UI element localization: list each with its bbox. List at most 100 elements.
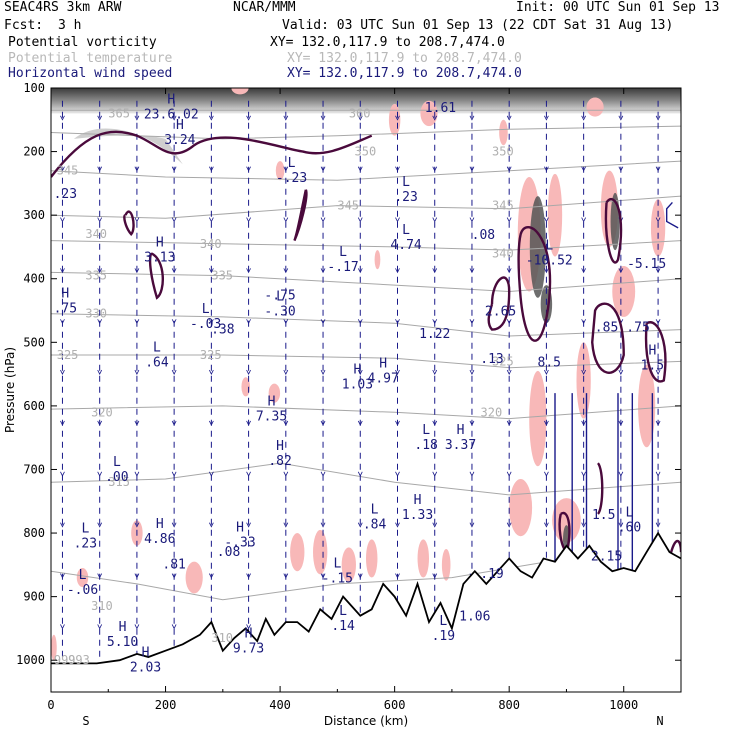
- extremum-44: L-.06: [67, 568, 98, 598]
- stratosphere-pv-band: [51, 88, 681, 114]
- extremum-type: H: [268, 394, 276, 409]
- wind-arrow: [357, 471, 363, 477]
- extremum-type: L: [339, 604, 347, 619]
- extremum-value: 2.03: [130, 661, 161, 676]
- extremum-value: -.15: [322, 572, 353, 587]
- extremum-type: H: [176, 118, 184, 133]
- extremum-45: L.14: [331, 604, 355, 634]
- org-title: NCAR/MMM: [233, 0, 296, 15]
- extremum-type: H: [142, 646, 150, 661]
- pv-contour-7: [591, 302, 625, 374]
- wind-arrow: [655, 471, 661, 477]
- wind-arrow: [171, 522, 177, 528]
- wind-arrow: [283, 369, 289, 375]
- wind-arrow: [581, 319, 586, 325]
- wind-arrow: [469, 166, 475, 172]
- plot-frame: [50, 87, 682, 693]
- extremum-18: .85: [595, 320, 618, 335]
- x-tick-label-0: 0: [47, 698, 54, 712]
- extremum-24: H4.97: [368, 356, 399, 386]
- wind-arrow: [60, 420, 65, 426]
- theta-label-11: 335: [211, 269, 233, 283]
- wind-arrow: [357, 573, 363, 579]
- wind-arrow: [283, 420, 289, 426]
- wind-arrow: [134, 369, 140, 375]
- wind-arrow: [432, 573, 438, 579]
- wind-arrow: [581, 115, 586, 121]
- wind-arrow: [209, 166, 214, 172]
- wind-arrow: [283, 319, 289, 325]
- extremum-value: 1.61: [425, 101, 456, 116]
- extremum-value: 5.10: [107, 635, 138, 650]
- pv-shade-25: [76, 568, 89, 588]
- wind-arrow: [320, 115, 326, 121]
- pv-shade-19: [366, 539, 378, 578]
- x-tick-label-800: 800: [498, 698, 520, 712]
- wind-arrow: [171, 115, 177, 121]
- theta-label-16: 320: [91, 405, 113, 419]
- theta-label-10: 335: [85, 269, 107, 283]
- wind-arrow: [60, 624, 65, 630]
- wind-arrow: [395, 217, 400, 223]
- wind-arrow: [655, 268, 661, 274]
- y-tick-label-1000: 1000: [16, 653, 45, 667]
- wind-arrow: [655, 166, 661, 172]
- theta-contour-layer: [51, 109, 681, 601]
- extremum-type: L: [439, 614, 447, 629]
- theta-contour-1: [51, 125, 681, 140]
- wind-arrow: [209, 522, 214, 528]
- extremum-type: L: [202, 302, 210, 317]
- wind-arrow: [618, 268, 624, 274]
- extremum-9: L-10.52: [526, 239, 573, 269]
- wind-arrow: [320, 420, 326, 426]
- extremum-12: H.75: [54, 286, 77, 316]
- wind-arrow: [432, 319, 438, 325]
- wind-arrow: [506, 420, 512, 426]
- extremum-value: .38: [211, 322, 234, 337]
- pv-shade-28: [586, 97, 604, 117]
- extremum-type: L: [402, 223, 410, 238]
- south-endpoint-label: S: [82, 714, 89, 728]
- extremum-13: L-.30: [264, 290, 295, 320]
- wind-arrow: [469, 115, 475, 121]
- theta-label-4: 345: [57, 164, 79, 178]
- wind-arrow: [246, 420, 251, 426]
- theta-contour-4: [51, 240, 681, 251]
- wind-arrow: [60, 522, 65, 528]
- wind-arrow: [171, 319, 177, 325]
- wind-arrow: [97, 369, 103, 375]
- wind-arrow: [246, 573, 251, 579]
- extremum-19: .75: [626, 320, 649, 335]
- wind-arrow: [97, 522, 103, 528]
- wind-arrow: [134, 268, 140, 274]
- extremum-value: .19: [432, 629, 455, 644]
- extremum-46: 1.06: [459, 610, 490, 625]
- wind-arrow: [544, 420, 549, 426]
- pv-contour-0: [51, 130, 373, 178]
- wind-arrow: [246, 268, 251, 274]
- extremum-type: L: [113, 455, 121, 470]
- extremum-28: L.18: [414, 423, 437, 453]
- extremum-value: .23: [394, 190, 417, 205]
- extremum-value: 4.86: [144, 532, 175, 547]
- pv-shade-16: [268, 383, 281, 403]
- extremum-0: H23.6.02: [144, 92, 199, 122]
- x-tick-label-200: 200: [155, 698, 177, 712]
- pv-shade-14: [374, 250, 381, 270]
- pv-shade-8: [509, 479, 533, 537]
- wind-arrow: [357, 319, 363, 325]
- wind-arrow: [97, 471, 103, 477]
- extremum-34: 1.5: [592, 508, 615, 523]
- wind-arrow: [209, 573, 214, 579]
- extremum-value: -5.15: [627, 257, 666, 272]
- extremum-value: 8.5: [538, 355, 561, 370]
- pv-contour-6: [604, 198, 623, 264]
- wind-arrow: [134, 115, 140, 121]
- pv-shade-20: [417, 539, 430, 578]
- extremum-value: 1.5: [592, 508, 615, 523]
- wind-arrow: [320, 522, 326, 528]
- extremum-value: .75: [626, 320, 649, 335]
- extremum-15: L-.03: [190, 302, 221, 332]
- wind-arrow: [544, 217, 549, 223]
- extremum-type: H: [236, 520, 244, 535]
